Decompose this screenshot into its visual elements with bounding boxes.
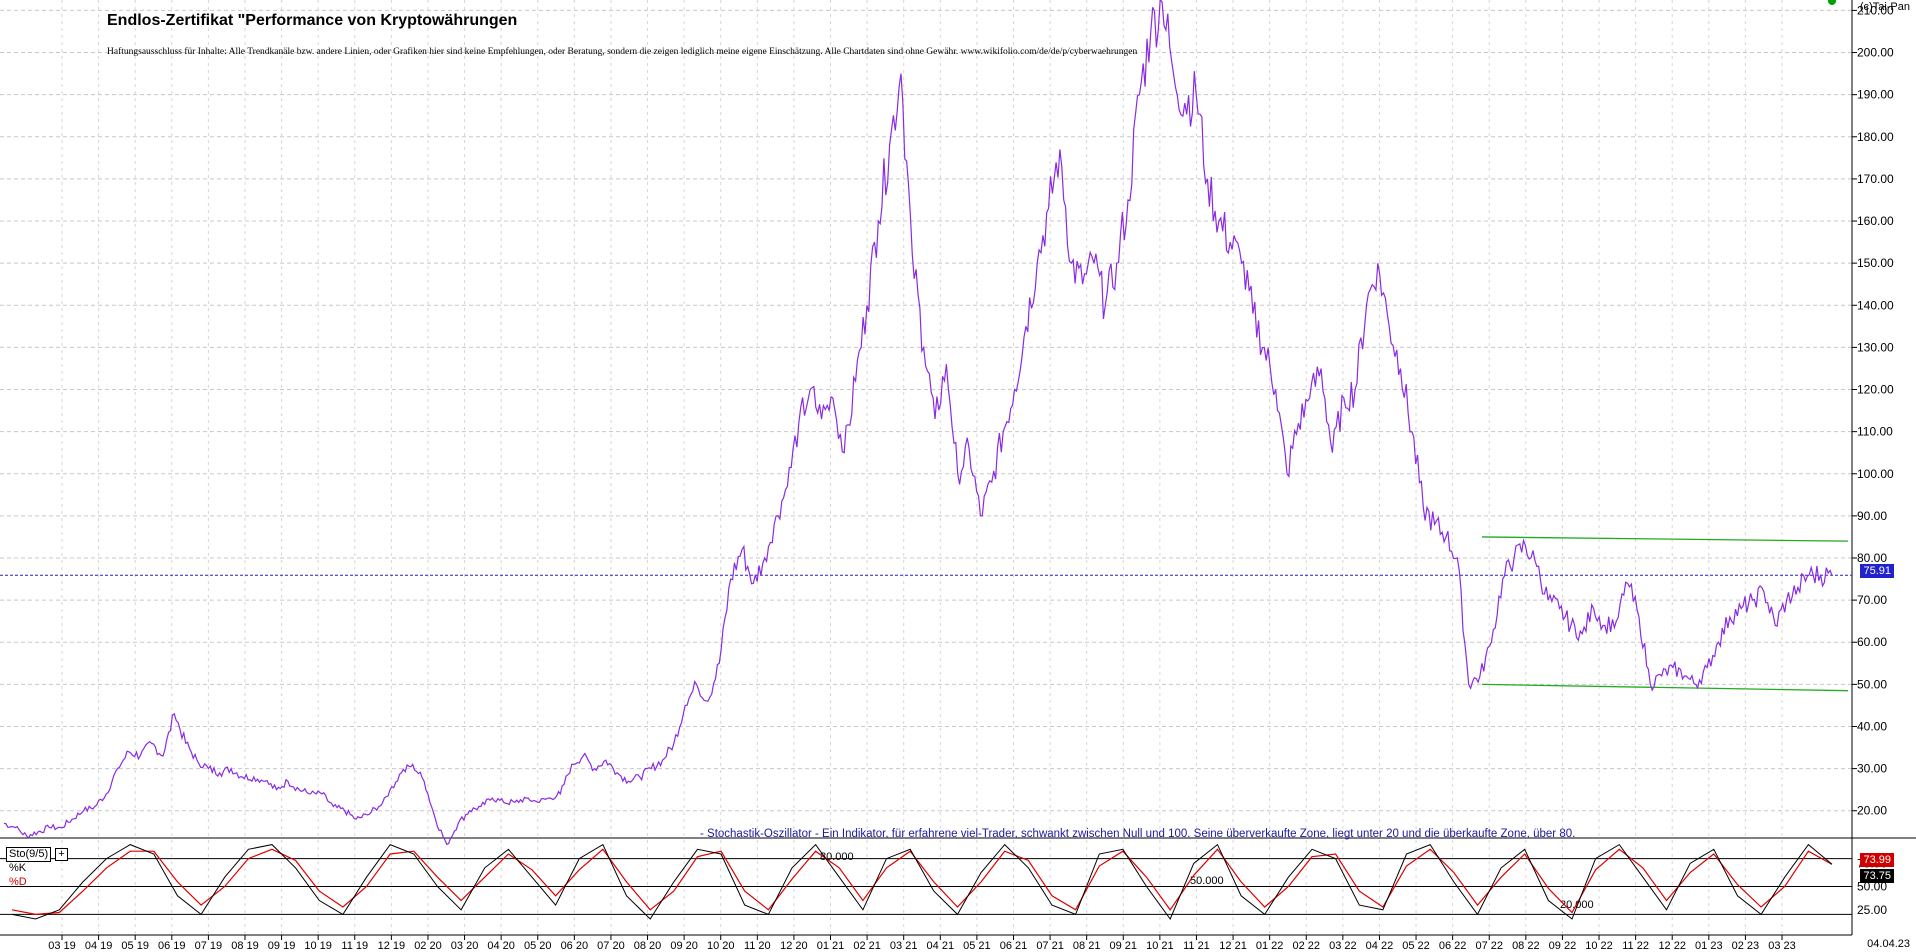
- x-tick-label: 04 22: [1366, 940, 1394, 952]
- x-tick-label: 03 20: [451, 940, 479, 952]
- x-tick-label: 04 19: [85, 940, 113, 952]
- osc-tick-label: 25.00: [1857, 903, 1887, 917]
- x-tick-label: 07 19: [195, 940, 223, 952]
- x-tick-label: 05 19: [121, 940, 149, 952]
- y-tick-label: 70.00: [1857, 593, 1887, 607]
- x-tick-label: 02 23: [1732, 940, 1760, 952]
- y-tick-label: 190.00: [1857, 88, 1894, 102]
- y-tick-label: 40.00: [1857, 719, 1887, 733]
- y-tick-label: 60.00: [1857, 635, 1887, 649]
- k-value-label: 73.99: [1860, 853, 1894, 867]
- y-tick-label: 120.00: [1857, 383, 1894, 397]
- x-tick-label: 10 22: [1585, 940, 1613, 952]
- last-price-label: 75.91: [1860, 564, 1894, 578]
- x-tick-label: 03 19: [48, 940, 76, 952]
- x-tick-label: 10 19: [304, 940, 332, 952]
- y-tick-label: 180.00: [1857, 130, 1894, 144]
- disclaimer-text: Haftungsausschluss für Inhalte: Alle Tre…: [107, 47, 1138, 57]
- x-tick-label: 09 21: [1110, 940, 1138, 952]
- x-tick-label: 06 20: [561, 940, 589, 952]
- x-tick-label: 11 21: [1183, 940, 1210, 952]
- y-tick-label: 160.00: [1857, 214, 1894, 228]
- x-tick-label: 05 22: [1402, 940, 1430, 952]
- x-tick-label: 05 21: [963, 940, 991, 952]
- x-tick-label: 01 21: [817, 940, 845, 952]
- indicator-description: - Stochastik-Oszillator - Ein Indikator,…: [700, 828, 1576, 840]
- y-tick-labels: 20.00 30.00 40.00 50.00 60.00 70.00 80.00 90.00…: [1857, 3, 1894, 817]
- x-tick-label: 01 23: [1695, 940, 1723, 952]
- x-tick-label: 12 21: [1219, 940, 1247, 952]
- x-tick-label: 08 22: [1512, 940, 1540, 952]
- x-tick-label: 07 20: [597, 940, 625, 952]
- x-tick-label: 11 20: [744, 940, 771, 952]
- x-tick-label: 07 21: [1036, 940, 1064, 952]
- y-tick-label: 30.00: [1857, 762, 1887, 776]
- x-tick-label: 11 19: [341, 940, 368, 952]
- y-tick-label: 80.00: [1857, 551, 1887, 565]
- y-tick-label: 150.00: [1857, 256, 1894, 270]
- x-tick-label: 06 21: [1000, 940, 1028, 952]
- trend-channel-upper: [1481, 536, 1849, 542]
- grid: [0, 9, 1857, 812]
- indicator-name-box[interactable]: Sto(9/5): [6, 847, 52, 862]
- x-tick-label: 04 21: [927, 940, 955, 952]
- x-tick-label: 01 22: [1256, 940, 1284, 952]
- x-tick-label: 03 21: [890, 940, 918, 952]
- status-dot-icon: [1828, 0, 1836, 5]
- x-tick-label: 05 20: [524, 940, 552, 952]
- x-tick-label: 11 22: [1622, 940, 1649, 952]
- x-tick-label: 08 20: [634, 940, 662, 952]
- x-tick-label: 09 22: [1549, 940, 1577, 952]
- y-tick-label: 100.00: [1857, 467, 1894, 481]
- osc-tick-label: 50.00: [1857, 880, 1887, 894]
- x-grid: [61, 0, 1783, 940]
- x-tick-label: 10 21: [1146, 940, 1174, 952]
- osc-level-label: 50.000: [1190, 875, 1224, 887]
- y-tick-label: 140.00: [1857, 298, 1894, 312]
- x-tick-label: 10 20: [707, 940, 735, 952]
- x-tick-label: 08 19: [231, 940, 259, 952]
- y-tick-label: 50.00: [1857, 677, 1887, 691]
- x-tick-label: 08 21: [1073, 940, 1101, 952]
- y-tick-label: 210.00: [1857, 3, 1894, 17]
- stoch-d-line: [11, 848, 1833, 916]
- y-tick-label: 20.00: [1857, 804, 1887, 818]
- x-tick-label: 02 21: [853, 940, 881, 952]
- x-tick-label: 09 20: [670, 940, 698, 952]
- expand-indicator-icon[interactable]: +: [55, 848, 68, 861]
- y-tick-label: 200.00: [1857, 46, 1894, 60]
- legend-d: %D: [9, 876, 27, 888]
- x-tick-label: 12 19: [378, 940, 406, 952]
- x-tick-label: 03 22: [1329, 940, 1357, 952]
- stoch-k-line: [11, 843, 1833, 921]
- y-tick-label: 110.00: [1857, 425, 1893, 439]
- y-tick-label: 170.00: [1857, 172, 1894, 186]
- end-date-label: 04.04.23: [1867, 938, 1910, 950]
- trend-channel-lower: [1481, 683, 1849, 692]
- copyright-label: (c)Tai-Pan: [1859, 1, 1910, 13]
- x-tick-label: 02 22: [1292, 940, 1320, 952]
- y-tick-label: 130.00: [1857, 340, 1894, 354]
- chart-title: Endlos-Zertifikat "Performance von Krypt…: [107, 12, 518, 29]
- x-tick-label: 12 20: [780, 940, 808, 952]
- x-tick-label: 06 22: [1439, 940, 1467, 952]
- trend-channel: [1481, 536, 1849, 692]
- d-value-label: 73.75: [1860, 869, 1894, 883]
- x-tick-label: 12 22: [1658, 940, 1686, 952]
- x-tick-label: 06 19: [158, 940, 186, 952]
- x-tick-labels: 03 19 04 19 05 19 06 19 07 19 08 19 09 19 10 19…: [48, 940, 1796, 952]
- x-tick-label: 09 19: [268, 940, 296, 952]
- x-tick-label: 02 20: [414, 940, 442, 952]
- x-tick-label: 07 22: [1475, 940, 1503, 952]
- y-tick-label: 90.00: [1857, 509, 1887, 523]
- price-series-line: [3, 0, 1833, 846]
- legend-k: %K: [9, 862, 27, 874]
- x-tick-label: 03 23: [1768, 940, 1796, 952]
- x-tick-label: 04 20: [487, 940, 515, 952]
